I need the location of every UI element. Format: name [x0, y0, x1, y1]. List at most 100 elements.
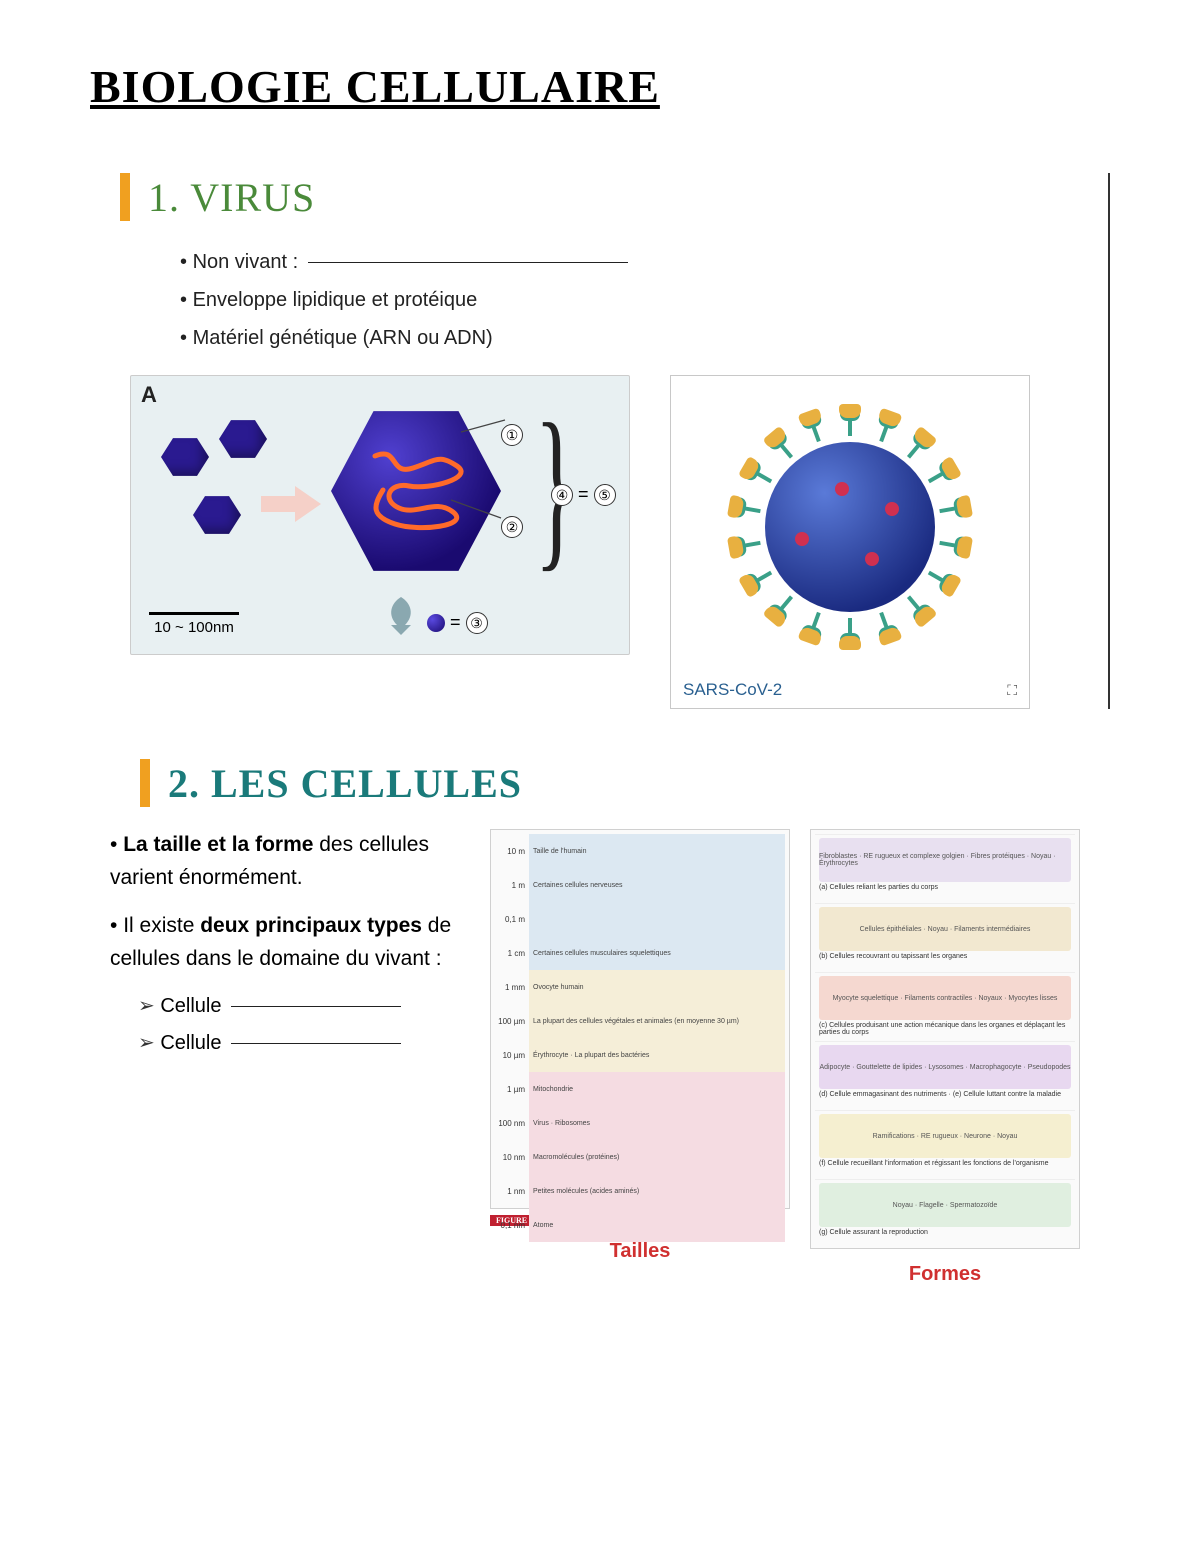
scale-band: Macromolécules (protéines) [529, 1140, 785, 1174]
subunit-equation: = ③ [427, 612, 488, 634]
scale-row: 0,1 m [495, 902, 785, 936]
section1-figures: A ① ② } ④ = ⑤ [130, 375, 1088, 709]
section1-heading: VIRUS [190, 175, 315, 220]
callout-2: ② [501, 516, 523, 538]
forme-card: Myocyte squelettique · Filaments contrac… [815, 972, 1075, 1037]
callout-3: ③ [466, 612, 488, 634]
scale-bar-text: 10 ~ 100nm [154, 619, 234, 636]
scale-row: 1 cmCertaines cellules musculaires squel… [495, 936, 785, 970]
forme-swatch: Myocyte squelettique · Filaments contrac… [819, 976, 1071, 1020]
scale-tick: 100 µm [495, 1017, 529, 1026]
forme-caption: (d) Cellule emmagasinant des nutriments … [819, 1091, 1071, 1098]
callout-1: ① [501, 424, 523, 446]
blank-1 [231, 1006, 401, 1007]
bullet-materiel: Matériel génétique (ARN ou ADN) [180, 319, 1088, 357]
bullet-nonvivant: Non vivant : [180, 243, 1088, 281]
forme-caption: (c) Cellules produisant une action mécan… [819, 1022, 1071, 1036]
section2-header: 2. LES CELLULES [140, 759, 1110, 807]
sub-cellule-1: Cellule [138, 991, 470, 1022]
scale-row: 10 mTaille de l'humain [495, 834, 785, 868]
section1-title: 1. VIRUS [148, 174, 315, 221]
scale-tick: 0,1 m [495, 915, 529, 924]
forme-caption: (g) Cellule assurant la reproduction [819, 1229, 1071, 1236]
scale-row: 1 mCertaines cellules nerveuses [495, 868, 785, 902]
scale-tick: 1 nm [495, 1187, 529, 1196]
panel-label-a: A [141, 382, 157, 408]
virus-bullets: Non vivant : Enveloppe lipidique et prot… [180, 243, 1088, 357]
sars-cov2-figure: SARS-CoV-2 ⛶ [670, 375, 1030, 709]
scale-band: La plupart des cellules végétales et ani… [529, 1004, 785, 1038]
brace-equation: ④ = ⑤ [551, 484, 616, 506]
scale-tick: 0,1 nm [495, 1221, 529, 1230]
m-protein-3 [865, 552, 879, 566]
page-title: BIOLOGIE CELLULAIRE [90, 60, 1110, 113]
forme-swatch: Fibroblastes · RE rugueux et complexe go… [819, 838, 1071, 882]
callout-5: ⑤ [594, 484, 616, 506]
sars-cov2-render [677, 382, 1023, 672]
scale-tick: 1 µm [495, 1085, 529, 1094]
scale-rows: 10 mTaille de l'humain1 mCertaines cellu… [495, 834, 785, 1242]
para2-pre: Il existe [123, 914, 200, 937]
scale-row: 100 µmLa plupart des cellules végétales … [495, 1004, 785, 1038]
section2-body: La taille et la forme des cellules varie… [90, 829, 1110, 1286]
scale-row: 100 nmVirus · Ribosomes [495, 1106, 785, 1140]
forme-caption: (b) Cellules recouvrant ou tapissant les… [819, 953, 1071, 960]
scale-band [529, 902, 785, 936]
forme-swatch: Adipocyte · Gouttelette de lipides · Lys… [819, 1045, 1071, 1089]
scale-band: Petites molécules (acides aminés) [529, 1174, 785, 1208]
scale-tick: 1 m [495, 881, 529, 890]
scale-band: Atome [529, 1208, 785, 1242]
scale-band: Érythrocyte · La plupart des bactéries [529, 1038, 785, 1072]
para2-bold: deux principaux types [200, 914, 422, 937]
scale-band: Taille de l'humain [529, 834, 785, 868]
forme-card: Noyau · Flagelle · Spermatozoïde (g) Cell… [815, 1179, 1075, 1244]
scale-tick: 10 m [495, 847, 529, 856]
section-cellules: 2. LES CELLULES La taille et la forme de… [90, 759, 1110, 1286]
virion [750, 427, 950, 627]
scale-band: Ovocyte humain [529, 970, 785, 1004]
bullet-text-0: Non vivant : [193, 251, 299, 273]
scale-tick: 1 cm [495, 949, 529, 958]
lead-line-2 [451, 496, 507, 522]
section2-text: La taille et la forme des cellules varie… [90, 829, 470, 1286]
scale-tick: 10 µm [495, 1051, 529, 1060]
capsid-small-1 [161, 436, 209, 478]
scale-row: 0,1 nmAtome [495, 1208, 785, 1242]
callout-4: ④ [551, 484, 573, 506]
scale-row: 10 µmÉrythrocyte · La plupart des bactér… [495, 1038, 785, 1072]
scale-tick: 1 mm [495, 983, 529, 992]
scale-row: 1 nmPetites molécules (acides aminés) [495, 1174, 785, 1208]
formes-grid: Fibroblastes · RE rugueux et complexe go… [810, 829, 1080, 1249]
forme-card: Fibroblastes · RE rugueux et complexe go… [815, 834, 1075, 899]
sub-label-2: Cellule [160, 1032, 221, 1054]
section2-heading: LES CELLULES [211, 761, 522, 806]
tailles-chart: 10 mTaille de l'humain1 mCertaines cellu… [490, 829, 790, 1209]
capsid-small-2 [219, 418, 267, 460]
forme-swatch: Ramifications · RE rugueux · Neurone · N… [819, 1114, 1071, 1158]
m-protein-4 [885, 502, 899, 516]
section1-header: 1. VIRUS [120, 173, 1088, 221]
sars-caption-row: SARS-CoV-2 ⛶ [677, 672, 1023, 702]
scale-bar: 10 ~ 100nm [149, 612, 239, 636]
scale-row: 1 mmOvocyte humain [495, 970, 785, 1004]
section2-title: 2. LES CELLULES [168, 760, 522, 807]
scale-band: Virus · Ribosomes [529, 1106, 785, 1140]
para-deux-types: Il existe deux principaux types de cellu… [110, 910, 470, 975]
accent-bar-2 [140, 759, 150, 807]
forme-card: Ramifications · RE rugueux · Neurone · N… [815, 1110, 1075, 1175]
m-protein-1 [835, 482, 849, 496]
blank-line [308, 262, 628, 263]
brace-eq-text: = [578, 484, 594, 504]
tailles-column: 10 mTaille de l'humain1 mCertaines cellu… [490, 829, 790, 1286]
subunit-dot-icon [427, 614, 445, 632]
rna-strand [369, 446, 464, 536]
forme-caption: (a) Cellules reliant les parties du corp… [819, 884, 1071, 891]
blank-2 [231, 1043, 401, 1044]
enlarge-icon[interactable]: ⛶ [1007, 682, 1017, 699]
forme-swatch: Noyau · Flagelle · Spermatozoïde [819, 1183, 1071, 1227]
forme-card: Cellules épithéliales · Noyau · Filament… [815, 903, 1075, 968]
virus-diagram-a: A ① ② } ④ = ⑤ [130, 375, 630, 655]
forme-card: Adipocyte · Gouttelette de lipides · Lys… [815, 1041, 1075, 1106]
para1-bold: La taille et la forme [123, 833, 313, 856]
scale-band: Mitochondrie [529, 1072, 785, 1106]
